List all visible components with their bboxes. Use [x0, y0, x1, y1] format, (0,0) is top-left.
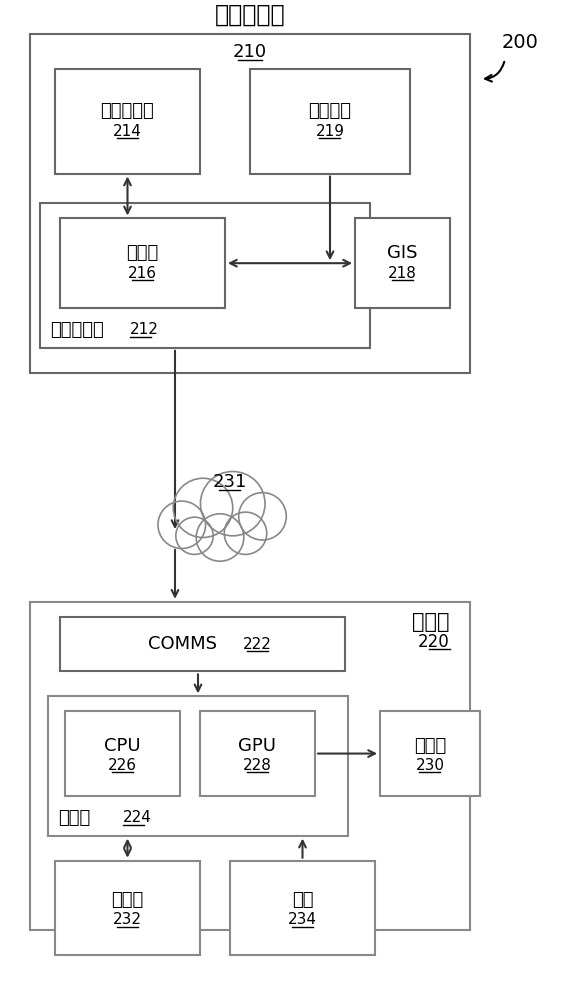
- FancyArrowPatch shape: [485, 62, 504, 82]
- Text: 客户端: 客户端: [413, 612, 450, 632]
- FancyBboxPatch shape: [60, 617, 345, 671]
- Text: 219: 219: [315, 124, 345, 139]
- Circle shape: [173, 478, 233, 537]
- Circle shape: [224, 512, 266, 554]
- Text: 输入: 输入: [292, 891, 313, 909]
- Text: 200: 200: [501, 33, 538, 52]
- FancyBboxPatch shape: [30, 34, 470, 373]
- Text: 224: 224: [123, 810, 152, 825]
- Text: 231: 231: [213, 473, 247, 491]
- Text: 层服务: 层服务: [126, 244, 158, 262]
- Text: 220: 220: [419, 633, 450, 651]
- Text: 服务器系统: 服务器系统: [215, 2, 285, 26]
- FancyBboxPatch shape: [55, 69, 200, 174]
- Text: 处理器: 处理器: [58, 809, 90, 827]
- Text: 210: 210: [233, 43, 267, 61]
- Circle shape: [239, 493, 286, 540]
- Text: 214: 214: [113, 124, 142, 139]
- Circle shape: [176, 517, 213, 554]
- FancyBboxPatch shape: [48, 696, 348, 836]
- Text: 234: 234: [288, 912, 317, 927]
- Text: 共享存储: 共享存储: [309, 102, 352, 120]
- Text: CPU: CPU: [104, 737, 141, 755]
- Text: 212: 212: [130, 322, 159, 337]
- Text: 应用数据库: 应用数据库: [100, 102, 154, 120]
- FancyBboxPatch shape: [65, 711, 180, 796]
- Text: 218: 218: [388, 266, 417, 281]
- Circle shape: [158, 501, 205, 548]
- FancyBboxPatch shape: [60, 218, 225, 308]
- FancyBboxPatch shape: [55, 861, 200, 955]
- Circle shape: [200, 471, 265, 536]
- Bar: [156, 525, 284, 550]
- FancyBboxPatch shape: [250, 69, 410, 174]
- FancyBboxPatch shape: [200, 711, 315, 796]
- Text: COMMS: COMMS: [148, 635, 217, 653]
- Text: 226: 226: [108, 758, 137, 773]
- FancyBboxPatch shape: [380, 711, 480, 796]
- Text: GPU: GPU: [238, 737, 276, 755]
- FancyBboxPatch shape: [40, 203, 370, 348]
- Text: 230: 230: [416, 758, 444, 773]
- FancyBboxPatch shape: [30, 602, 470, 930]
- Text: 应用服务器: 应用服务器: [50, 321, 104, 339]
- Text: 222: 222: [243, 637, 272, 652]
- FancyBboxPatch shape: [355, 218, 450, 308]
- Text: 216: 216: [128, 266, 157, 281]
- Text: GIS: GIS: [387, 244, 418, 262]
- Text: 232: 232: [113, 912, 142, 927]
- FancyBboxPatch shape: [230, 861, 375, 955]
- Text: 228: 228: [243, 758, 272, 773]
- Text: 存储器: 存储器: [112, 891, 144, 909]
- Text: 监视器: 监视器: [414, 737, 446, 755]
- Circle shape: [196, 514, 244, 561]
